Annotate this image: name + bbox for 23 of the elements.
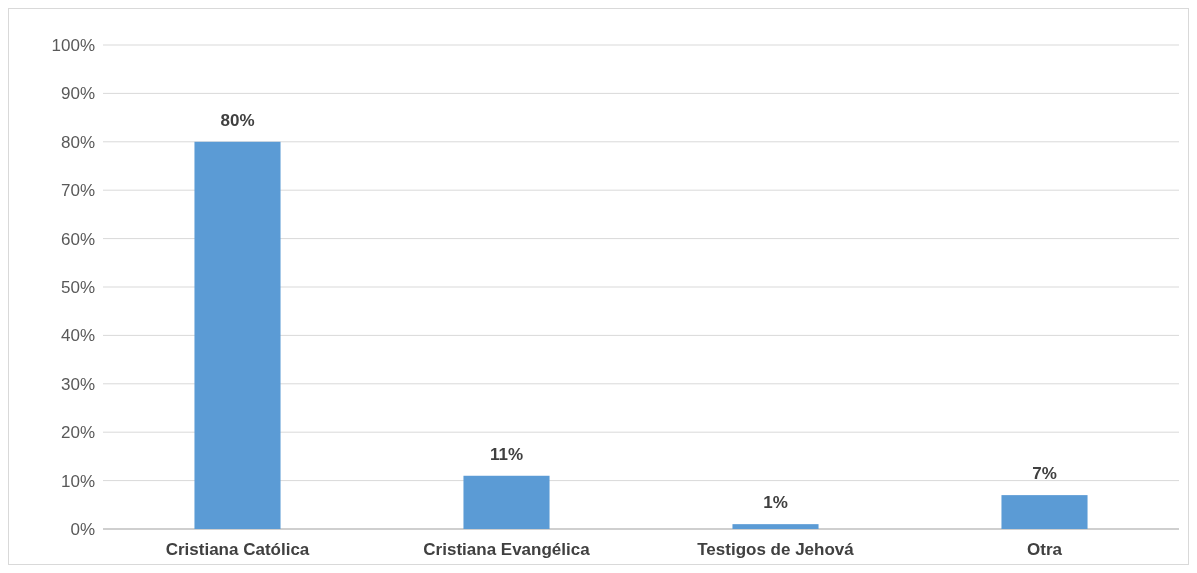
y-tick-label: 20% xyxy=(60,423,95,443)
bar xyxy=(732,524,819,529)
bar xyxy=(194,141,281,529)
x-tick-label: Otra xyxy=(1027,540,1063,559)
y-tick-label: 50% xyxy=(60,277,95,297)
y-tick-label: 100% xyxy=(51,35,95,55)
data-label: 1% xyxy=(763,493,788,513)
x-tick-label: Testigos de Jehová xyxy=(697,540,855,559)
y-tick-label: 30% xyxy=(60,374,95,394)
bar xyxy=(1001,495,1088,529)
y-tick-label: 80% xyxy=(60,132,95,152)
data-label: 7% xyxy=(1032,464,1057,484)
y-tick-label: 0% xyxy=(70,519,95,539)
y-tick-label: 70% xyxy=(60,181,95,201)
y-tick-label: 60% xyxy=(60,229,95,249)
x-tick-label: Cristiana Católica xyxy=(165,540,310,559)
y-tick-label: 10% xyxy=(60,471,95,491)
y-tick-label: 40% xyxy=(60,326,95,346)
y-tick-label: 90% xyxy=(60,84,95,104)
bar xyxy=(463,475,550,529)
data-label: 80% xyxy=(220,110,255,130)
x-tick-label: Cristiana Evangélica xyxy=(423,540,591,559)
data-label: 11% xyxy=(489,444,524,464)
